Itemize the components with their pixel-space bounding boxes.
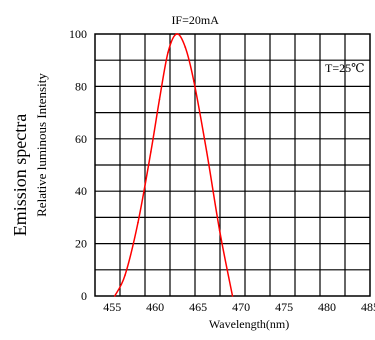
data-point <box>150 151 152 153</box>
y-tick-label: 100 <box>69 27 87 41</box>
y-axis-title-inner: Relative luminous Intensity <box>34 73 49 217</box>
x-axis-title: Wavelength(nm) <box>209 317 289 331</box>
y-tick-label: 0 <box>81 289 87 303</box>
x-tick-label: 475 <box>275 300 293 314</box>
spectrum-points <box>113 33 234 297</box>
chart-title: IF=20mA <box>171 13 219 27</box>
temperature-annotation: T=25℃ <box>325 61 365 75</box>
grid-lines <box>95 34 370 296</box>
chart-frame <box>94 33 371 297</box>
data-point <box>184 46 187 48</box>
y-tick-label: 40 <box>75 184 87 198</box>
data-point <box>137 221 139 224</box>
x-tick-label: 470 <box>232 300 250 314</box>
data-point <box>167 51 169 54</box>
x-tick-label: 465 <box>189 300 207 314</box>
data-point <box>231 295 234 297</box>
x-tick-label: 460 <box>146 300 164 314</box>
x-tick-label: 485 <box>361 300 375 314</box>
y-tick-label: 80 <box>75 79 87 93</box>
y-tick-label: 60 <box>75 132 87 146</box>
data-point <box>124 274 126 276</box>
data-point <box>205 151 208 153</box>
x-tick-label: 455 <box>103 300 121 314</box>
y-tick-labels: 0 20 40 60 80 100 <box>69 27 87 303</box>
data-point <box>218 229 221 232</box>
y-tick-label: 20 <box>75 237 87 251</box>
data-point <box>175 33 178 35</box>
data-point <box>113 295 116 297</box>
x-tick-labels: 455 460 465 470 475 480 485 <box>103 300 375 314</box>
y-axis-title-outer: Emission spectra <box>10 114 30 236</box>
x-tick-label: 480 <box>318 300 336 314</box>
data-point <box>158 98 161 101</box>
data-point <box>193 80 195 82</box>
